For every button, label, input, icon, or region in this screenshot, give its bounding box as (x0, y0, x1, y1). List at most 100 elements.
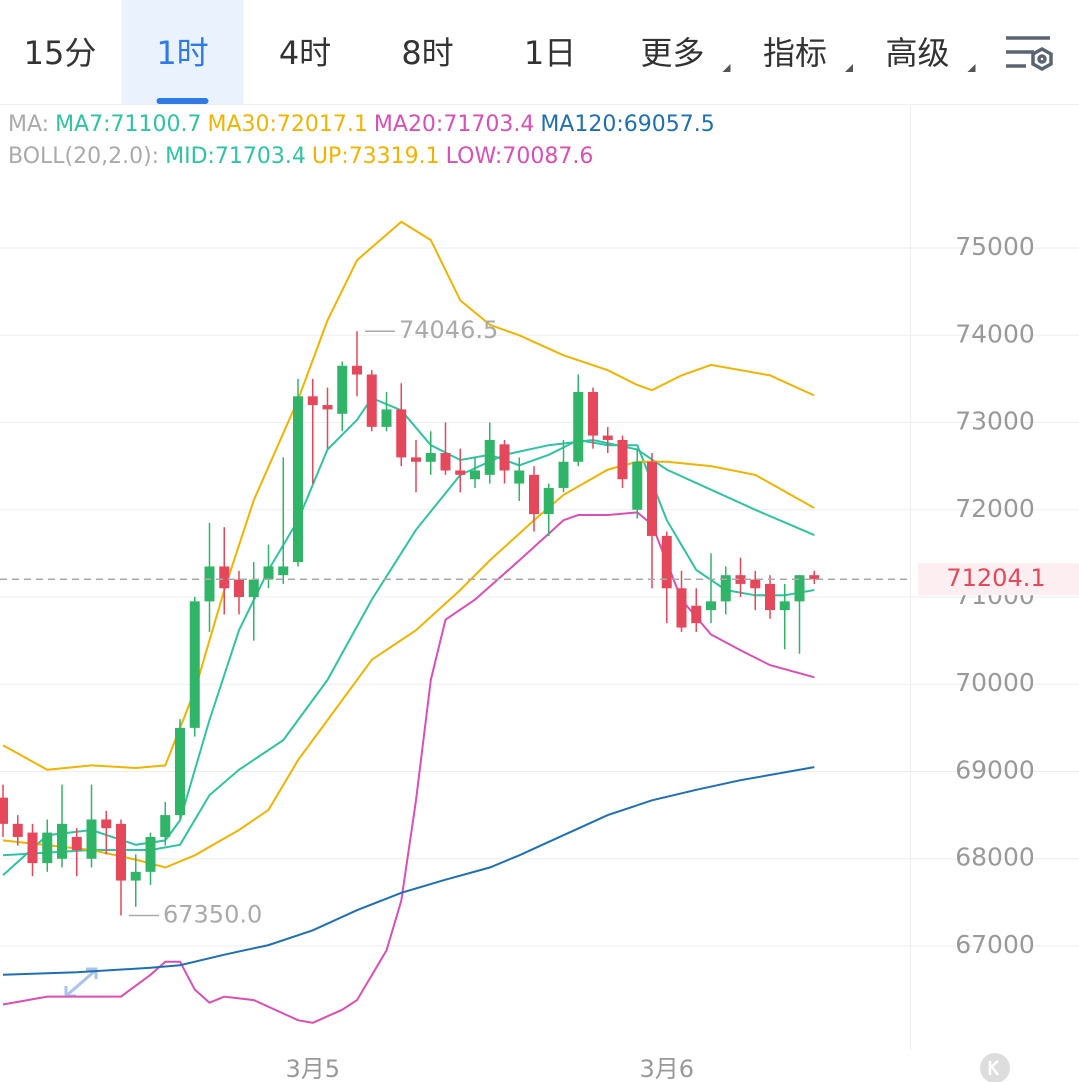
tab-label[interactable]: 8时 (401, 34, 453, 72)
tab-label[interactable]: 1日 (524, 34, 576, 72)
indicator-line (2, 220, 815, 771)
dropdown-caret (722, 64, 731, 72)
candle-body (411, 457, 421, 462)
candle-body (278, 566, 289, 576)
candle-body (307, 396, 318, 406)
candle-body (470, 470, 480, 480)
candle-body (425, 453, 436, 462)
candle-body (86, 819, 97, 859)
candle-body (12, 823, 23, 837)
legend-prefix: MA: (8, 112, 49, 137)
k-badge[interactable] (980, 1053, 1010, 1082)
tab-label[interactable]: 15分 (24, 34, 97, 72)
candle-body (779, 601, 790, 611)
candle-body (617, 439, 628, 480)
candle-body (573, 391, 584, 462)
candle-body (396, 409, 407, 458)
candle-body (234, 579, 244, 598)
candle-body (543, 487, 554, 515)
tab-label[interactable]: 更多 (640, 34, 704, 72)
candle-body (219, 566, 230, 589)
tab-label[interactable]: 指标 (763, 34, 827, 72)
badge-circle (980, 1053, 1010, 1082)
candle-body (558, 461, 569, 488)
candle-body (455, 470, 466, 475)
tab-underline (156, 98, 209, 104)
annotation-label: 67350.0 (163, 900, 262, 928)
y-tick-label: 68000 (955, 843, 1035, 872)
candle-body (189, 601, 200, 728)
candle-body (735, 575, 746, 584)
candle-body (676, 588, 687, 628)
candle-body (27, 832, 38, 864)
y-tick-label: 75000 (955, 232, 1035, 261)
candle-body (366, 374, 377, 427)
annotation-label: 74046.5 (399, 316, 498, 344)
candle-body (352, 365, 362, 375)
candle-body (765, 583, 775, 611)
candle-body (322, 405, 333, 410)
tab-selected-bg (121, 0, 244, 104)
candle-body (750, 579, 761, 589)
candle-body (160, 815, 171, 837)
candle-body (71, 836, 82, 851)
candle-body (632, 461, 643, 510)
candle-body (720, 575, 731, 602)
candle-body (101, 819, 112, 829)
y-tick-label: 70000 (955, 668, 1035, 697)
candle-body (602, 435, 613, 440)
candle-body (263, 566, 274, 580)
candle-body (647, 461, 657, 536)
candle-body (293, 396, 303, 563)
candle-body (499, 444, 510, 471)
legend-item: MID:71703.4 (165, 144, 306, 169)
icon-dot (1037, 54, 1047, 64)
last-price-box (918, 563, 1079, 596)
candle-body (381, 409, 392, 427)
candle-body (175, 727, 185, 816)
candle-body (440, 453, 451, 471)
dropdown-caret (845, 64, 853, 72)
indicator-line (2, 438, 815, 857)
badge-k (988, 1060, 999, 1076)
candle-body (248, 579, 259, 598)
y-tick-label: 73000 (955, 407, 1035, 436)
candle-body (130, 871, 141, 881)
legend-item: MA120:69057.5 (540, 112, 714, 137)
last-price-label: 71204.1 (946, 564, 1045, 592)
candle-body (116, 823, 126, 881)
candle-body (42, 832, 53, 864)
legend-prefix: BOLL(20,2.0): (8, 144, 159, 169)
candle-body (809, 575, 820, 580)
legend-item: MA7:71100.7 (55, 112, 201, 137)
tab-label[interactable]: 1时 (156, 34, 208, 72)
settings-icon[interactable] (1006, 36, 1053, 72)
legend-item: UP:73319.1 (312, 144, 440, 169)
candle-body (529, 474, 539, 515)
candle-body (57, 823, 67, 859)
tab-label[interactable]: 4时 (279, 34, 331, 72)
y-tick-label: 74000 (955, 319, 1035, 348)
candle-body (706, 601, 716, 611)
candle-body (514, 470, 525, 484)
x-tick-label: 3月6 (639, 1055, 694, 1082)
legend-item: LOW:70087.6 (446, 144, 594, 169)
candle-body (588, 391, 598, 436)
candle-body (484, 439, 495, 475)
candle-body (204, 566, 215, 602)
legend-row: BOLL(20,2.0): MID:71703.4 UP:73319.1 LOW:70… (8, 144, 593, 169)
candle-body (145, 836, 156, 872)
indicator-line (2, 766, 815, 976)
y-tick-label: 72000 (955, 494, 1035, 523)
tab-label[interactable]: 高级 (885, 34, 949, 72)
icon-hex (1031, 46, 1053, 72)
legend-row: MA: MA7:71100.7 MA30:72017.1 MA20:71703.4 MA… (8, 112, 715, 137)
candle-body (337, 365, 348, 414)
dropdown-caret (967, 64, 976, 72)
legend-item: MA30:72017.1 (207, 112, 367, 137)
y-tick-label: 69000 (955, 755, 1035, 784)
candle-body (661, 535, 672, 589)
legend-item: MA20:71703.4 (374, 112, 534, 137)
